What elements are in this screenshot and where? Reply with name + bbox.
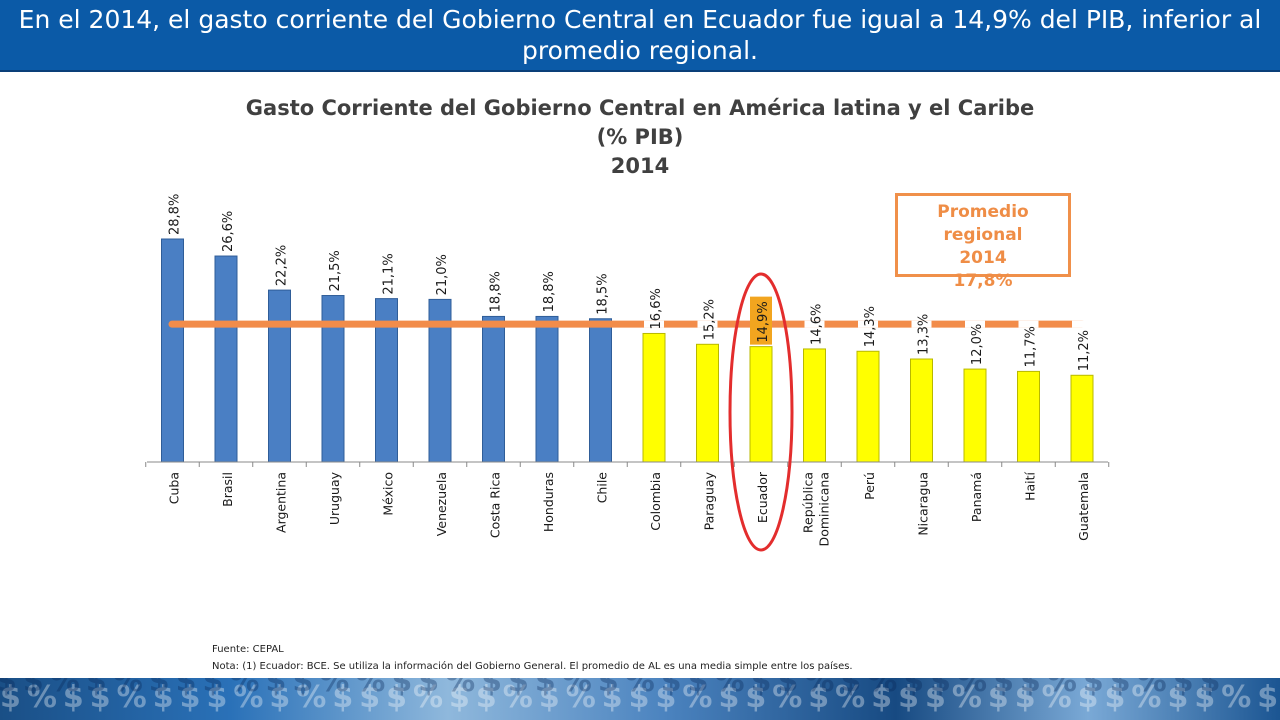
bar-Argentina: [268, 289, 291, 463]
value-label: 14,6%: [810, 304, 825, 345]
category-label: Colombia: [648, 472, 663, 531]
value-label: 18,5%: [596, 273, 611, 314]
category-label: Nicaragua: [916, 472, 931, 536]
category-label: Cuba: [167, 472, 182, 504]
regional-average-box: Promedio regional 2014 17,8%: [895, 193, 1071, 291]
bar-Perú: [856, 350, 880, 463]
value-label-gap: [1072, 320, 1092, 328]
value-label: 11,2%: [1077, 330, 1092, 371]
value-label-gap: [965, 320, 985, 328]
value-label-gap: [911, 320, 932, 328]
category-label: Brasil: [220, 472, 235, 507]
value-label: 16,6%: [649, 288, 664, 329]
value-label: 21,5%: [328, 250, 343, 291]
currency-pattern-light: $%$$%$$$%$%$$$%$$%$%$$$%$$%$%$$$%$$%$$%$…: [0, 680, 1280, 715]
source-note: Fuente: CEPAL: [212, 644, 284, 655]
value-label: 12,0%: [970, 324, 985, 365]
methodology-note: Nota: (1) Ecuador: BCE. Se utiliza la in…: [212, 661, 853, 672]
value-label: 21,0%: [435, 254, 450, 295]
value-label-gap: [644, 320, 664, 328]
value-label: 15,2%: [703, 299, 718, 340]
value-label: 21,1%: [382, 253, 397, 294]
value-label: 18,8%: [542, 271, 557, 312]
currency-pattern-dark: %$$%$%$$$%$$%%$$%$$$%$%$$%$$%$%$$%$$%$$%…: [0, 678, 1227, 699]
header-banner: En el 2014, el gasto corriente del Gobie…: [0, 0, 1280, 72]
bar-Uruguay: [321, 295, 345, 463]
value-label: 14,3%: [863, 306, 878, 347]
category-label: Honduras: [541, 472, 556, 532]
value-label-gap: [697, 320, 718, 328]
category-label: Uruguay: [327, 471, 342, 525]
ecuador-value-label-bg: [750, 296, 772, 345]
bar-Paraguay: [696, 343, 719, 463]
value-label-gap: [1018, 320, 1039, 328]
bar-Brasil: [214, 255, 238, 463]
bar-Guatemala: [1070, 374, 1094, 463]
bar-República Dominicana: [803, 348, 826, 463]
regional-average-value: 17,8%: [953, 271, 1013, 291]
bar-Cuba: [161, 238, 184, 463]
value-label: 14,9%: [756, 301, 771, 342]
value-label: 11,7%: [1024, 326, 1039, 367]
category-label: Costa Rica: [488, 472, 503, 538]
value-label: 26,6%: [221, 211, 236, 252]
regional-average-year: 2014: [959, 248, 1007, 268]
decorative-footer-band: $%$$%$$$%$%$$$%$$%$%$$$%$$%$%$$$%$$%$$%$…: [0, 678, 1280, 720]
bar-Colombia: [642, 332, 666, 463]
value-label: 18,8%: [489, 271, 504, 312]
value-label: 22,2%: [275, 245, 290, 286]
category-label: República: [801, 472, 816, 533]
bar-Panamá: [963, 368, 987, 463]
bar-Chile: [589, 318, 612, 463]
category-label: Dominicana: [817, 472, 832, 546]
value-label-gap: [858, 320, 878, 328]
category-label: Ecuador: [755, 471, 770, 523]
regional-average-title: Promedio regional: [937, 202, 1029, 245]
category-label: Panamá: [969, 472, 984, 522]
chart-year: 2014: [610, 154, 670, 178]
headline: En el 2014, el gasto corriente del Gobie…: [18, 5, 1262, 65]
bar-Ecuador: [749, 346, 773, 463]
chart-subtitle: (% PIB): [596, 125, 684, 149]
bar-Nicaragua: [910, 358, 933, 463]
category-label: Argentina: [274, 472, 289, 533]
ecuador-highlight-ellipse: [728, 272, 794, 552]
category-label: Haití: [1023, 471, 1038, 500]
category-label: México: [381, 472, 396, 516]
bar-Costa Rica: [482, 315, 505, 463]
category-label: Perú: [862, 472, 877, 500]
bar-Honduras: [535, 315, 559, 463]
chart-title: Gasto Corriente del Gobierno Central en …: [245, 96, 1035, 120]
bar-Haití: [1017, 370, 1040, 463]
category-label: Paraguay: [702, 471, 717, 530]
category-label: Guatemala: [1076, 472, 1091, 541]
category-label: Chile: [595, 472, 610, 504]
value-label: 28,8%: [168, 194, 183, 235]
category-label: Venezuela: [434, 472, 449, 536]
value-label-gap: [804, 320, 825, 328]
value-label: 13,3%: [917, 314, 932, 355]
